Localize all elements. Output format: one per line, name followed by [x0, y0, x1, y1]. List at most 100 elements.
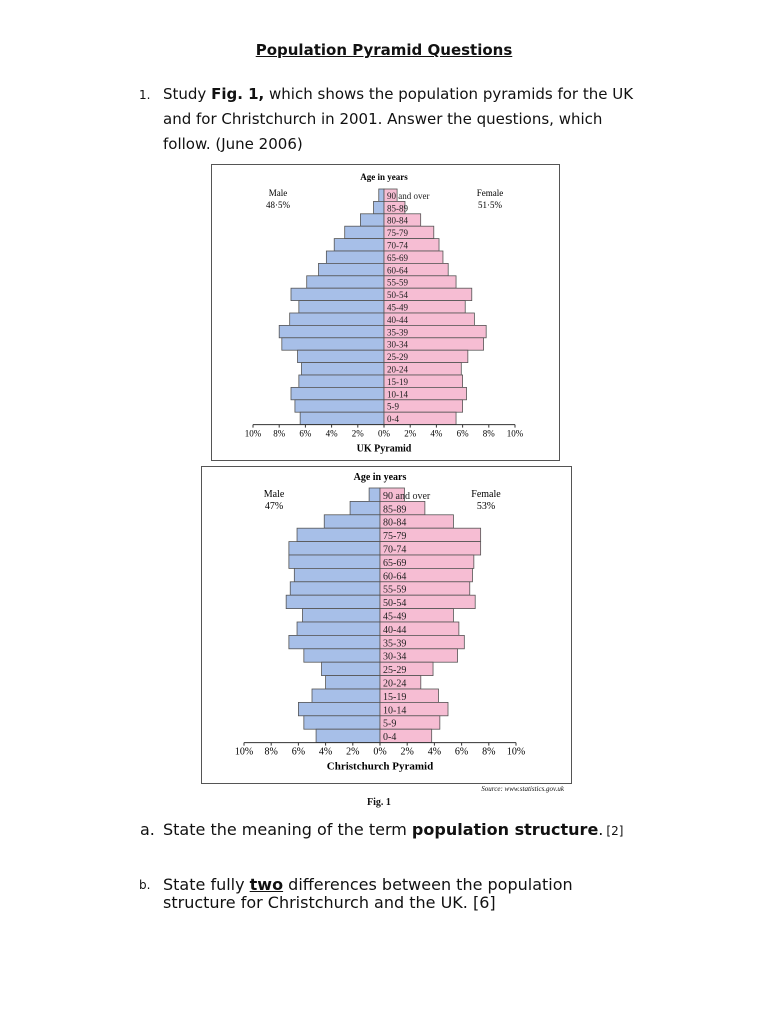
- male-bar-85-89: [349, 501, 381, 516]
- age-label: 80-84: [387, 216, 408, 226]
- christchurch-pyramid-frame: Age in years Male 47% Female 53% 90 and over 8…: [201, 466, 572, 784]
- emphasis: two: [249, 875, 284, 894]
- age-label: 15-19: [387, 377, 408, 387]
- male-bar-75-79: [344, 225, 385, 240]
- x-tick-label: 10%: [507, 747, 525, 758]
- age-label: 75-79: [383, 531, 406, 542]
- x-tick-label: 4%: [319, 747, 332, 758]
- age-label: 85-89: [383, 504, 406, 515]
- chart-title: UK Pyramid: [357, 444, 412, 455]
- male-bar-75-79: [296, 527, 381, 543]
- age-label: 60-64: [387, 265, 408, 275]
- male-bar-90-and-over: [368, 487, 381, 502]
- female-label: Female: [471, 489, 501, 500]
- male-bar-60-64: [293, 568, 381, 583]
- text: differences between the population: [283, 875, 573, 894]
- x-tick-label: 0%: [373, 747, 386, 758]
- page-title: Population Pyramid Questions: [255, 41, 513, 59]
- text: State the meaning of the term: [163, 820, 412, 839]
- age-label: 15-19: [383, 692, 406, 703]
- male-total: 48·5%: [266, 200, 290, 210]
- male-bar-45-49: [298, 300, 385, 314]
- question-b-line-2: structure for Christchurch and the UK. […: [163, 893, 496, 912]
- age-label: 0-4: [383, 732, 396, 743]
- age-label: 10-14: [383, 705, 406, 716]
- x-tick-label: 10%: [245, 429, 262, 439]
- age-label: 90 and over: [387, 191, 430, 201]
- age-label: 20-24: [383, 679, 406, 690]
- x-tick-label: 8%: [265, 747, 278, 758]
- age-label: 60-64: [383, 571, 406, 582]
- age-label: 50-54: [383, 598, 406, 609]
- source-caption: Source: www.statistics.gov.uk: [481, 785, 564, 793]
- male-bar-25-29: [297, 349, 385, 363]
- question-1-line-1: Study Fig. 1, which shows the population…: [163, 82, 633, 107]
- male-bar-55-59: [306, 275, 385, 289]
- male-label: Male: [264, 489, 285, 500]
- male-bar-30-34: [303, 648, 381, 663]
- age-label: 55-59: [387, 278, 408, 288]
- male-bar-0-4: [315, 728, 381, 744]
- male-bar-25-29: [321, 661, 381, 676]
- male-bar-65-69: [325, 250, 385, 264]
- axis-title: Age in years: [354, 472, 407, 483]
- age-label: 70-74: [383, 545, 406, 556]
- female-total: 51·5%: [478, 200, 502, 210]
- male-bar-15-19: [298, 374, 385, 388]
- x-tick-label: 6%: [457, 429, 470, 439]
- male-bar-80-84: [323, 514, 381, 529]
- male-bar-30-34: [281, 337, 385, 351]
- question-b-line-1: State fully two differences between the …: [163, 875, 573, 894]
- question-1-line-2: and for Christchurch in 2001. Answer the…: [163, 110, 603, 128]
- age-label: 65-69: [387, 253, 408, 263]
- text: Study: [163, 85, 212, 103]
- uk-pyramid-frame: Age in years Male 48·5% Female 51·5% 90 and o…: [211, 164, 560, 461]
- x-tick-label: 8%: [483, 429, 496, 439]
- age-label: 5-9: [387, 402, 399, 412]
- text: .: [598, 820, 604, 839]
- age-label: 25-29: [387, 352, 408, 362]
- x-tick-label: 6%: [292, 747, 305, 758]
- age-label: 45-49: [387, 303, 408, 313]
- male-bar-35-39: [288, 634, 381, 650]
- male-label: Male: [269, 188, 288, 198]
- question-b-label: b.: [139, 878, 151, 892]
- male-bar-5-9: [303, 715, 381, 730]
- age-label: 70-74: [387, 241, 408, 251]
- x-tick-label: 4%: [430, 429, 443, 439]
- question-a: State the meaning of the term population…: [163, 820, 623, 839]
- x-tick-label: 10%: [235, 747, 253, 758]
- age-label: 80-84: [383, 518, 406, 529]
- x-tick-label: 2%: [352, 429, 365, 439]
- key-term: population structure: [411, 820, 599, 839]
- x-tick-label: 8%: [482, 747, 495, 758]
- age-label: 50-54: [387, 290, 408, 300]
- male-bar-45-49: [302, 608, 381, 623]
- age-label: 40-44: [383, 625, 406, 636]
- x-tick-label: 6%: [455, 747, 468, 758]
- male-bar-5-9: [294, 399, 385, 413]
- age-label: 65-69: [383, 558, 406, 569]
- age-label: 35-39: [387, 327, 408, 337]
- male-bar-10-14: [290, 386, 385, 401]
- x-tick-label: 6%: [299, 429, 312, 439]
- chart-title: Christchurch Pyramid: [327, 761, 433, 773]
- male-total: 47%: [265, 501, 283, 512]
- age-label: 40-44: [387, 315, 408, 325]
- female-total: 53%: [477, 501, 495, 512]
- male-bar-50-54: [290, 287, 385, 301]
- marks: [2]: [606, 824, 624, 838]
- x-tick-label: 2%: [346, 747, 359, 758]
- male-bar-70-74: [333, 238, 385, 252]
- question-1-line-3: follow. (June 2006): [163, 135, 303, 153]
- age-label: 10-14: [387, 389, 408, 399]
- x-tick-label: 4%: [326, 429, 339, 439]
- x-tick-label: 0%: [378, 429, 391, 439]
- age-label: 35-39: [383, 638, 406, 649]
- figure-label: Fig. 1: [367, 797, 391, 808]
- age-label: 90 and over: [383, 491, 431, 502]
- male-bar-80-84: [360, 213, 385, 227]
- female-label: Female: [477, 188, 504, 198]
- male-bar-20-24: [325, 675, 381, 690]
- question-number: 1.: [139, 88, 151, 102]
